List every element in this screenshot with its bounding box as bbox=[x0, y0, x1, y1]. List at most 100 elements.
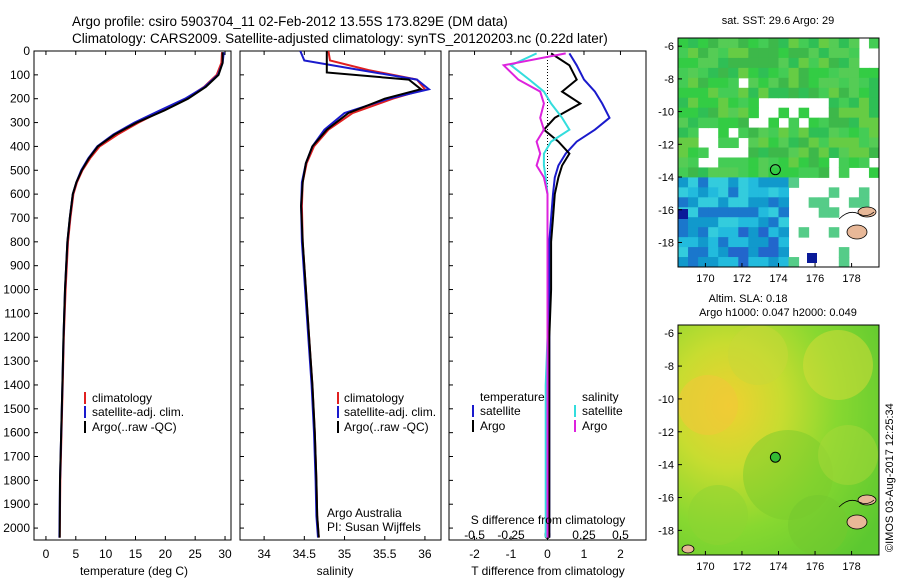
sst-cell bbox=[688, 157, 699, 168]
y-tick-label: 1600 bbox=[3, 426, 30, 440]
series-line-salinity-satellite bbox=[509, 52, 571, 538]
x-tick-label: 35 bbox=[338, 547, 352, 561]
sst-cell bbox=[768, 147, 779, 158]
sst-cell bbox=[748, 157, 759, 168]
sst-cell bbox=[798, 57, 810, 69]
sst-cell bbox=[848, 157, 860, 168]
x-tick-label: 25 bbox=[189, 547, 203, 561]
sst-cell bbox=[778, 38, 790, 49]
sst-cell bbox=[838, 117, 850, 129]
sst-cell bbox=[718, 47, 729, 59]
map-y-tick-label: -16 bbox=[658, 205, 674, 217]
sst-cell bbox=[728, 87, 739, 99]
difference-xlabel: T difference from climatology bbox=[471, 564, 625, 578]
sst-cell bbox=[688, 147, 699, 158]
x-tick-label: 34.5 bbox=[293, 547, 317, 561]
sst-cell bbox=[748, 127, 759, 139]
legend-argo-label: Argo(..raw -QC) bbox=[344, 420, 429, 434]
sst-cell bbox=[688, 227, 699, 238]
sst-cell bbox=[708, 57, 719, 69]
x-tick-label: -1 bbox=[506, 547, 517, 561]
coastline bbox=[838, 499, 875, 508]
sst-cell bbox=[788, 137, 800, 149]
sst-cell bbox=[688, 197, 699, 208]
sst-cell bbox=[728, 157, 739, 168]
sst-cell bbox=[708, 117, 719, 129]
sst-cell bbox=[758, 127, 769, 139]
sst-cell bbox=[828, 117, 840, 129]
sst-cell bbox=[838, 257, 850, 268]
sst-cell bbox=[718, 87, 729, 99]
sst-cell bbox=[758, 237, 769, 248]
sst-cell bbox=[818, 57, 830, 69]
legend-satellite-label: satellite-adj. clim. bbox=[92, 405, 184, 419]
sst-cell bbox=[768, 137, 779, 149]
sst-cell bbox=[748, 97, 759, 109]
sst-cell bbox=[708, 67, 719, 79]
sst-cell bbox=[768, 237, 779, 248]
sst-cell bbox=[788, 77, 800, 89]
sst-cell bbox=[748, 77, 759, 89]
sst-cell bbox=[848, 147, 860, 158]
map-y-tick-label: -14 bbox=[658, 460, 674, 472]
legend-climatology-label: climatology bbox=[344, 391, 404, 405]
sst-cell bbox=[678, 217, 689, 228]
map-y-tick-label: -8 bbox=[664, 74, 674, 86]
sst-cell bbox=[828, 187, 840, 198]
s-difference-axis-label: S difference from climatology bbox=[471, 513, 626, 527]
sst-cell bbox=[788, 38, 800, 49]
sst-cell bbox=[798, 87, 810, 99]
sst-cell bbox=[758, 177, 769, 188]
x-tick-label: 0 bbox=[43, 547, 50, 561]
sst-cell bbox=[838, 107, 850, 119]
sst-cell bbox=[868, 67, 880, 79]
sst-cell bbox=[868, 137, 880, 149]
sst-cell bbox=[718, 207, 729, 218]
x-tick-label: 2 bbox=[617, 547, 624, 561]
sst-cell bbox=[698, 47, 709, 59]
sst-cell bbox=[798, 127, 810, 139]
sst-cell bbox=[738, 207, 749, 218]
sst-cell bbox=[808, 197, 820, 208]
sst-cell bbox=[838, 97, 850, 109]
sst-cell bbox=[828, 127, 840, 139]
sst-cell bbox=[728, 77, 739, 89]
sst-cell bbox=[688, 107, 699, 119]
sla-map-title-1: Altim. SLA: 0.18 bbox=[709, 293, 788, 305]
sla-blob bbox=[803, 330, 873, 400]
sst-cell bbox=[678, 127, 689, 139]
map-x-tick-label: 172 bbox=[733, 561, 751, 573]
sst-cell bbox=[678, 247, 689, 258]
sst-cell bbox=[858, 197, 870, 208]
map-y-tick-label: -18 bbox=[658, 525, 674, 537]
sst-cell bbox=[868, 167, 880, 178]
legend-s-argo-label: Argo bbox=[582, 419, 608, 433]
sst-cell bbox=[748, 207, 759, 218]
sst-cell bbox=[708, 87, 719, 99]
sst-cell bbox=[678, 237, 689, 248]
sst-map-title: sat. SST: 29.6 Argo: 29 bbox=[722, 15, 835, 27]
sst-cell bbox=[818, 77, 830, 89]
sst-cell bbox=[718, 57, 729, 69]
sst-cell bbox=[768, 197, 779, 208]
sst-cell bbox=[768, 77, 779, 89]
sst-cell bbox=[738, 167, 749, 178]
island bbox=[681, 544, 695, 554]
sst-cell bbox=[698, 38, 709, 49]
sst-cell bbox=[728, 57, 739, 69]
map-y-tick-label: -6 bbox=[664, 328, 674, 340]
argo-location-marker bbox=[769, 164, 781, 176]
sst-cell bbox=[688, 137, 699, 149]
sst-cell bbox=[688, 38, 699, 49]
sst-cell bbox=[728, 107, 739, 119]
sst-cell bbox=[758, 247, 769, 258]
y-tick-label: 1800 bbox=[3, 473, 30, 487]
sst-cell bbox=[718, 77, 729, 89]
sst-cell bbox=[858, 107, 870, 119]
sst-cell bbox=[838, 167, 850, 178]
sst-cell bbox=[748, 227, 759, 238]
y-tick-label: 800 bbox=[10, 235, 30, 249]
sst-cell bbox=[778, 187, 790, 198]
sst-cell bbox=[758, 217, 769, 228]
